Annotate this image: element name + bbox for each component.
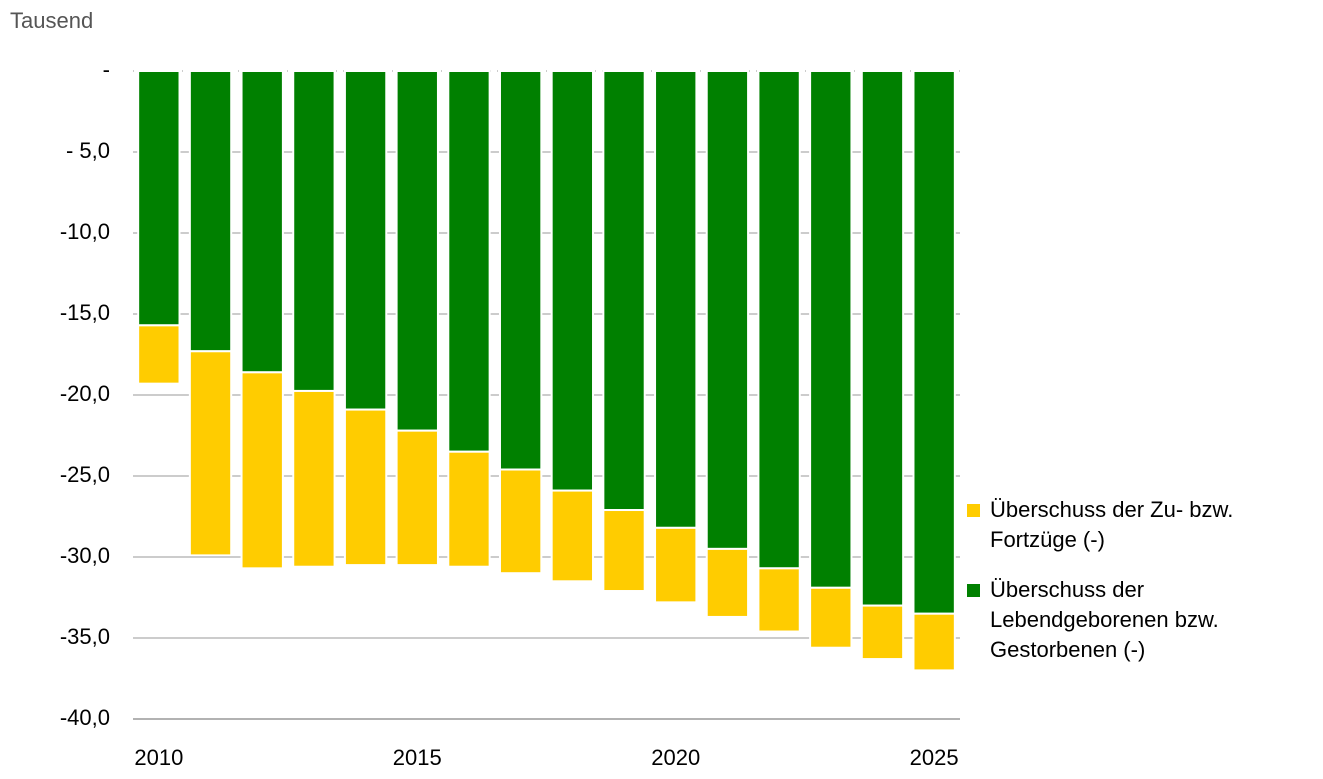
- y-tick-label: -: [103, 57, 110, 82]
- y-tick-label: -10,0: [60, 219, 110, 244]
- bar-segment: [550, 70, 595, 492]
- bar-segment: [447, 70, 491, 453]
- x-tick-label: 2020: [651, 745, 700, 770]
- bar-segment: [860, 604, 905, 661]
- legend-item: Überschuss der Zu- bzw. Fortzüge (-): [967, 495, 1297, 555]
- bar-segment: [240, 70, 284, 374]
- bar-segment: [343, 70, 388, 411]
- bar-segment: [860, 70, 905, 607]
- bar-segment: [395, 70, 439, 432]
- bar-segment: [809, 70, 853, 589]
- bar-segment: [809, 586, 853, 649]
- y-tick-label: -40,0: [60, 705, 110, 730]
- x-tick-label: 2010: [134, 745, 183, 770]
- y-tick-label: -30,0: [60, 543, 110, 568]
- legend-label: Überschuss der Lebendgeborenen bzw. Gest…: [990, 577, 1219, 662]
- bar-segment: [343, 408, 388, 567]
- y-tick-label: -35,0: [60, 624, 110, 649]
- bar-segment: [654, 526, 698, 604]
- bar-segment: [912, 70, 956, 615]
- y-tick-label: -15,0: [60, 300, 110, 325]
- y-tick-label: -20,0: [60, 381, 110, 406]
- bar-segment: [602, 509, 646, 593]
- bar-segment: [705, 70, 750, 550]
- bar-segment: [240, 371, 284, 570]
- legend-swatch: [967, 584, 980, 597]
- bar-segment: [498, 70, 543, 471]
- bar-segment: [498, 468, 543, 575]
- bar-segment: [188, 350, 233, 557]
- bar-segment: [912, 612, 956, 672]
- bar-segment: [292, 70, 336, 392]
- bar-segment: [705, 547, 750, 618]
- bar-segment: [757, 70, 801, 570]
- x-tick-label: 2015: [393, 745, 442, 770]
- bar-segment: [447, 450, 491, 568]
- bar-segment: [292, 389, 336, 568]
- bar-segment: [757, 567, 801, 633]
- y-tick-label: - 5,0: [66, 138, 110, 163]
- legend-label: Überschuss der Zu- bzw. Fortzüge (-): [990, 497, 1234, 552]
- bar-segment: [137, 70, 181, 327]
- bar-segment: [654, 70, 698, 529]
- bar-segment: [395, 429, 439, 567]
- bar-segment: [550, 489, 595, 583]
- legend: Überschuss der Zu- bzw. Fortzüge (-) Über…: [967, 495, 1297, 685]
- bar-segment: [188, 70, 233, 353]
- legend-item: Überschuss der Lebendgeborenen bzw. Gest…: [967, 575, 1297, 665]
- y-tick-label: -25,0: [60, 462, 110, 487]
- y-axis-label: Tausend: [10, 8, 93, 33]
- bar-segment: [137, 324, 181, 385]
- x-tick-label: 2025: [910, 745, 959, 770]
- legend-swatch: [967, 504, 980, 517]
- bar-segment: [602, 70, 646, 512]
